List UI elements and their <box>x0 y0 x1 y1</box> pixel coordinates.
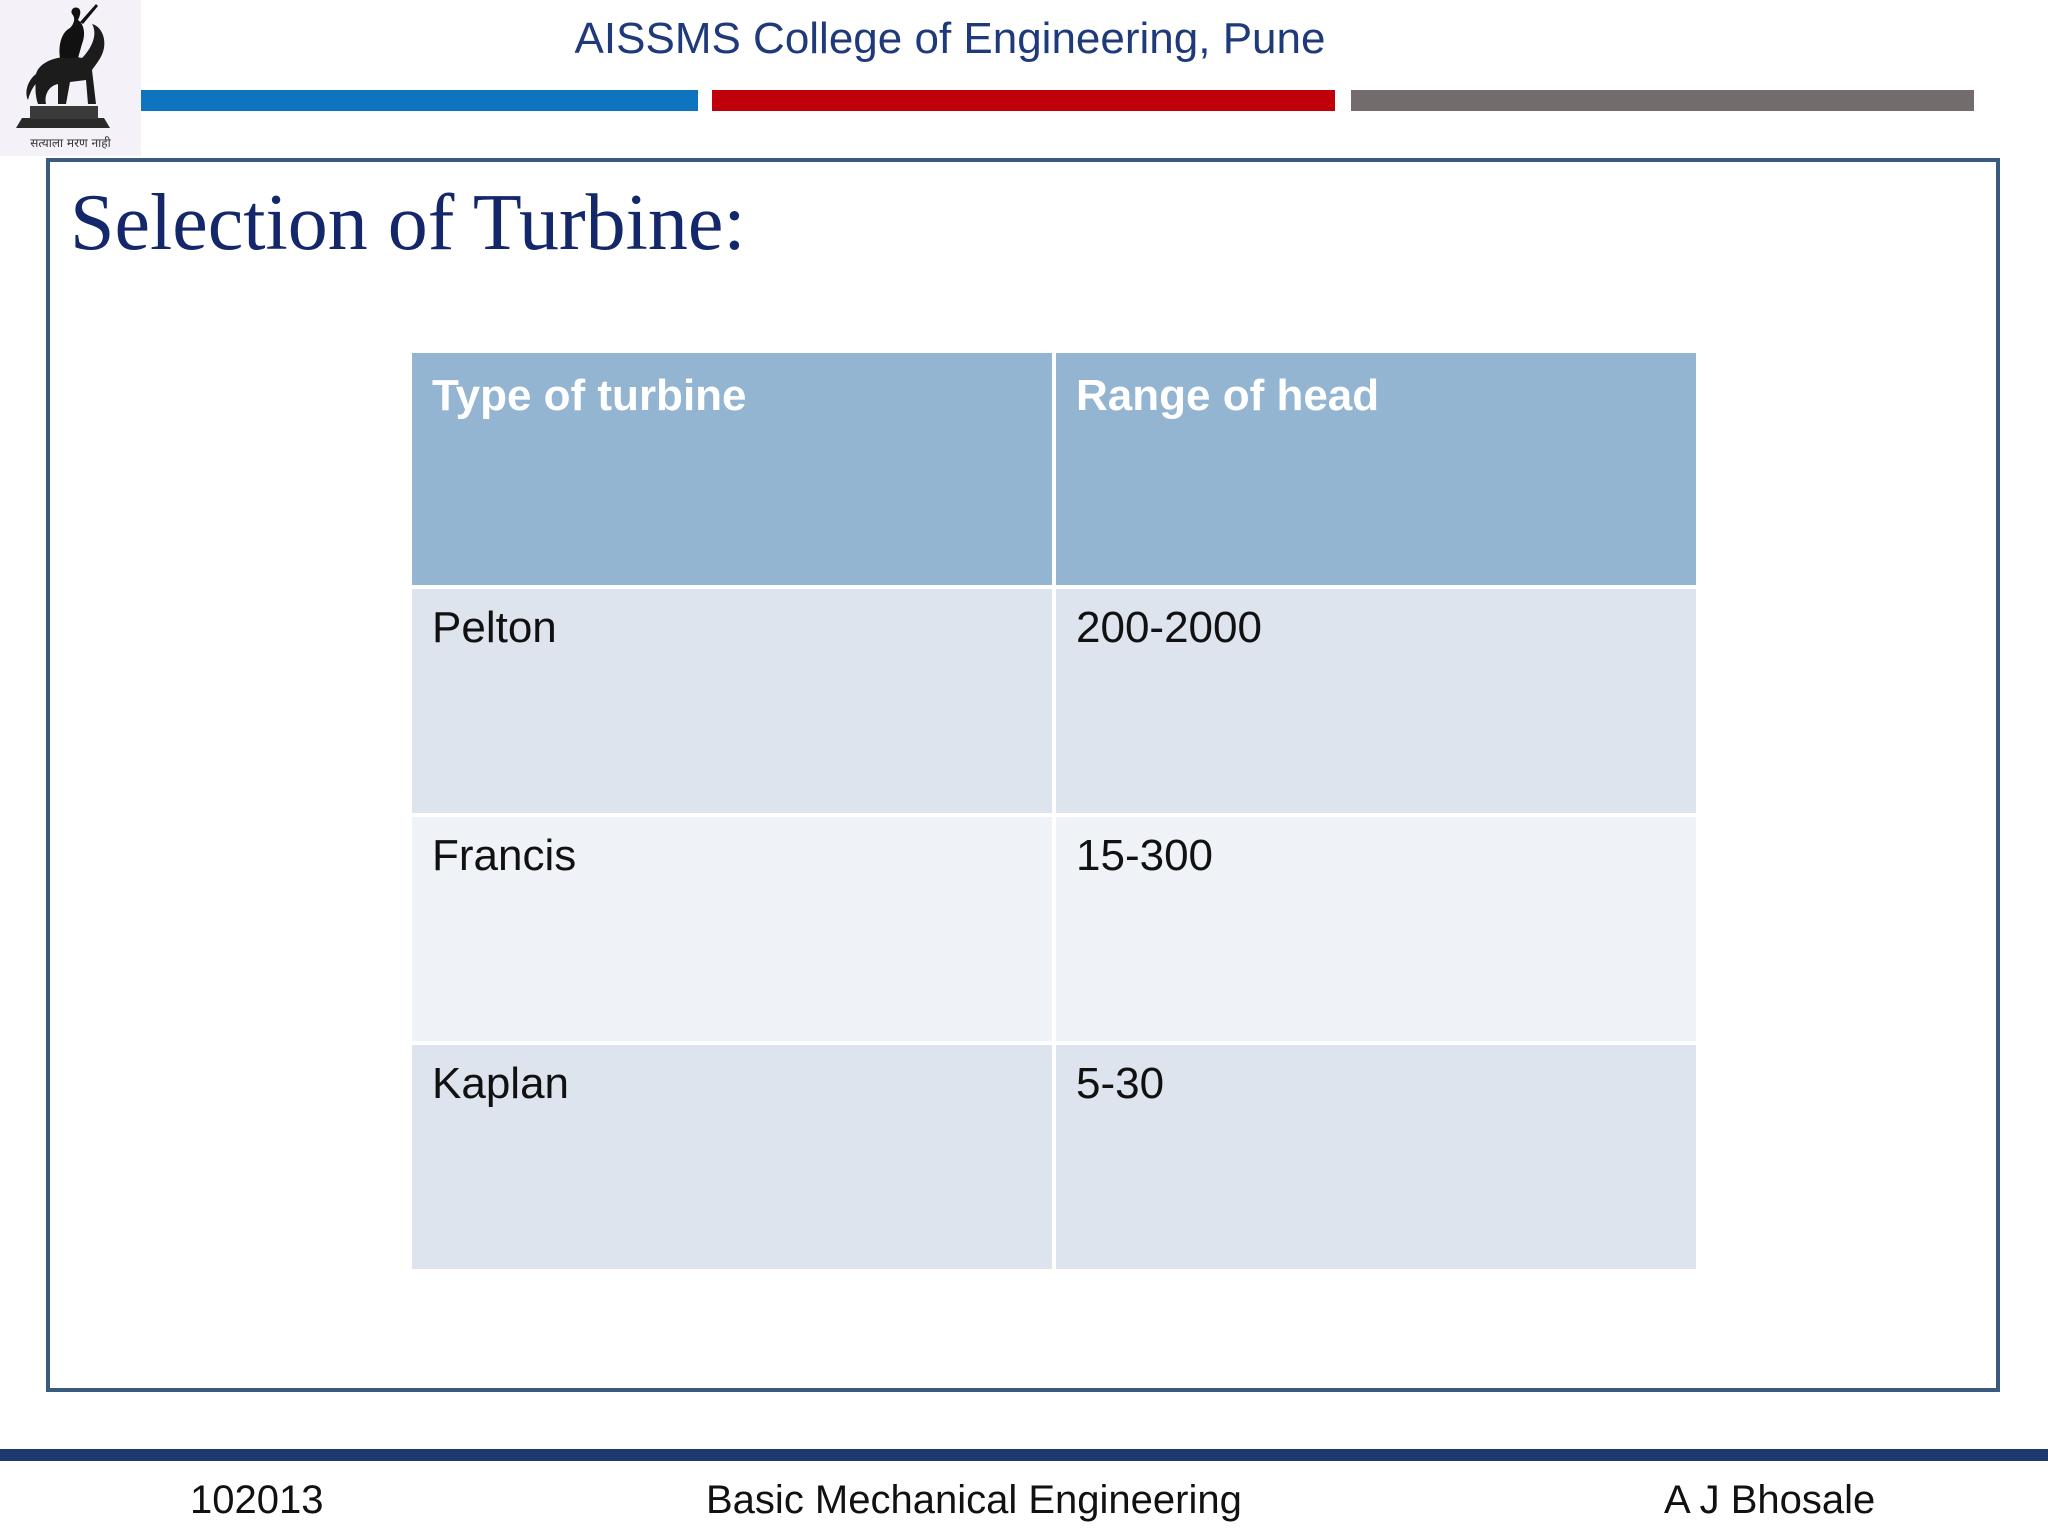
table-row: Kaplan 5-30 <box>412 1045 1696 1269</box>
footer-course-name: Basic Mechanical Engineering <box>706 1478 1242 1522</box>
table-cell-head-range: 200-2000 <box>1056 589 1696 813</box>
table-header-cell-type: Type of turbine <box>412 353 1052 585</box>
header-stripe-blue <box>141 90 698 111</box>
table-cell-turbine: Francis <box>412 817 1052 1041</box>
table-cell-turbine: Kaplan <box>412 1045 1052 1269</box>
college-logo: सत्याला मरण नाही <box>0 0 141 156</box>
footer-course-code: 102013 <box>190 1478 324 1522</box>
logo-motto: सत्याला मरण नाही <box>30 136 111 150</box>
table-cell-turbine: Pelton <box>412 589 1052 813</box>
table-header-row: Type of turbine Range of head <box>412 353 1696 585</box>
table-cell-head-range: 5-30 <box>1056 1045 1696 1269</box>
turbine-table: Type of turbine Range of head Pelton 200… <box>412 353 1696 1269</box>
table-cell-head-range: 15-300 <box>1056 817 1696 1041</box>
college-name: AISSMS College of Engineering, Pune <box>574 14 1326 63</box>
equestrian-statue-icon <box>0 0 141 156</box>
footer-author: A J Bhosale <box>1664 1478 1876 1522</box>
header-stripe-gray <box>1351 90 1974 111</box>
table-header-cell-head: Range of head <box>1056 353 1696 585</box>
header-stripe-red <box>712 90 1335 111</box>
footer-bar <box>0 1449 2048 1461</box>
slide-title: Selection of Turbine: <box>70 179 746 267</box>
table-row: Pelton 200-2000 <box>412 589 1696 813</box>
table-row: Francis 15-300 <box>412 817 1696 1041</box>
